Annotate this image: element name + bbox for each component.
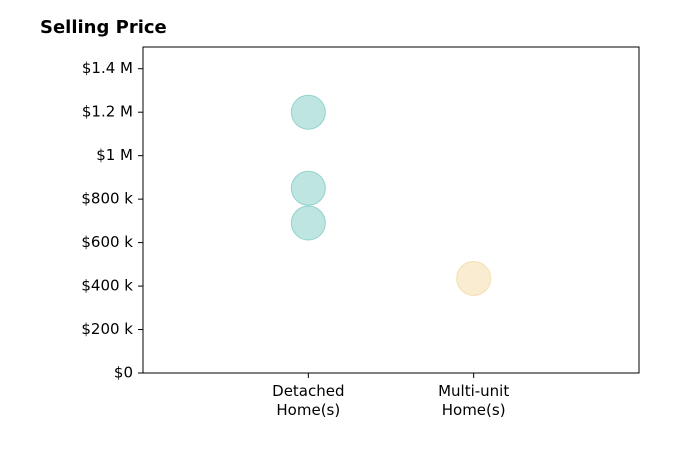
plot-frame: [142, 46, 640, 374]
y-tick-label: $600 k: [81, 233, 133, 251]
chart-title: Selling Price: [40, 17, 167, 38]
point: [290, 94, 326, 130]
y-tick-label: $400 k: [81, 277, 133, 295]
y-tick-label: $1.2 M: [82, 103, 133, 121]
x-tick-label: Detached Home(s): [272, 382, 345, 419]
y-tick-label: $200 k: [81, 320, 133, 338]
y-tick-label: $0: [114, 364, 133, 382]
x-tick-label: Multi-unit Home(s): [438, 382, 510, 419]
y-tick-label: $1.4 M: [82, 59, 133, 77]
y-tick-label: $1 M: [96, 146, 133, 164]
y-tick-label: $800 k: [81, 190, 133, 208]
point: [290, 170, 326, 206]
point: [456, 260, 492, 296]
point: [290, 205, 326, 241]
